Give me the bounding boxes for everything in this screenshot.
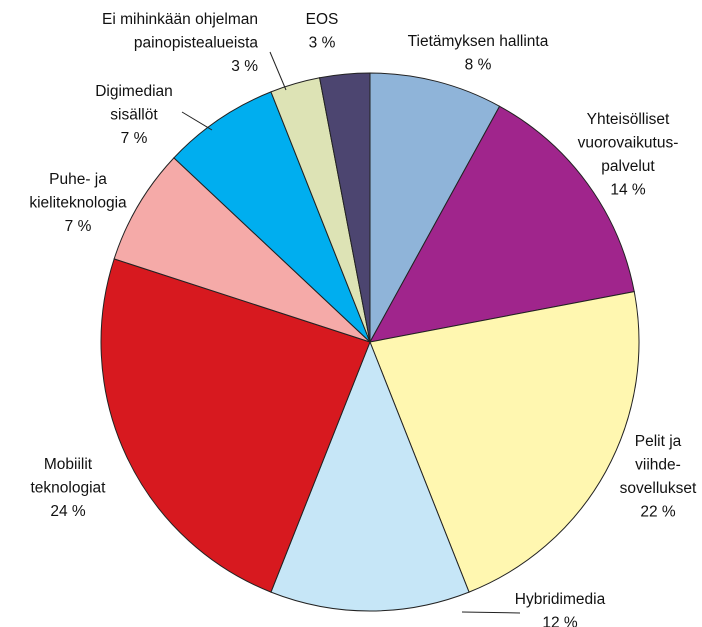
label-line: Puhe- ja bbox=[49, 171, 107, 188]
label-line: Pelit ja bbox=[635, 433, 682, 450]
leader-line bbox=[269, 51, 287, 91]
slice-label: Pelit ja viihde-sovellukset 22 % bbox=[620, 433, 697, 521]
value-label: 7 % bbox=[65, 218, 92, 235]
pie-slice bbox=[173, 91, 371, 343]
label-line: viihde- bbox=[635, 457, 681, 474]
slice-label: Puhe- ja kieliteknologia 7 % bbox=[29, 171, 127, 235]
pie-slice bbox=[369, 291, 640, 593]
value-label: 22 % bbox=[640, 504, 676, 521]
slice-label: Hybridimedia 12 % bbox=[515, 591, 606, 627]
label-line: vuorovaikutus- bbox=[578, 135, 679, 152]
label-line: Mobiilit bbox=[44, 456, 93, 473]
pie-slice bbox=[100, 258, 371, 593]
value-label: 3 % bbox=[231, 58, 258, 75]
leader-line bbox=[461, 611, 521, 614]
leader-line bbox=[181, 111, 213, 131]
label-line: palvelut bbox=[601, 158, 655, 175]
slice-label: Digimedian sisällöt 7 % bbox=[95, 83, 173, 147]
label-line: Ei mihinkään ohjelman bbox=[102, 11, 258, 28]
value-label: 24 % bbox=[50, 503, 86, 520]
label-line: Digimedian bbox=[95, 83, 173, 100]
label-line: sisällöt bbox=[110, 107, 158, 124]
value-label: 7 % bbox=[121, 130, 148, 147]
label-line: EOS bbox=[306, 11, 339, 28]
slice-label: Ei mihinkään ohjelman painopistealueista 3… bbox=[102, 11, 258, 75]
value-label: 12 % bbox=[542, 615, 578, 627]
pie-slice bbox=[369, 72, 501, 343]
pie-slice bbox=[113, 157, 371, 343]
pie-slice bbox=[319, 72, 371, 343]
label-line: teknologiat bbox=[31, 480, 107, 497]
label-line: sovellukset bbox=[620, 480, 697, 497]
pie-slice bbox=[270, 340, 470, 612]
label-line: kieliteknologia bbox=[29, 195, 127, 212]
value-label: 14 % bbox=[610, 182, 646, 199]
slice-label: Mobiilit teknologiat 24 % bbox=[31, 456, 107, 520]
slice-label: Tietämyksen hallinta 8 % bbox=[408, 33, 549, 74]
pie-slice bbox=[369, 105, 635, 343]
label-line: Hybridimedia bbox=[515, 591, 606, 608]
value-label: 8 % bbox=[465, 57, 492, 74]
slice-label: EOS 3 % bbox=[306, 11, 339, 52]
slice-label: Yhteisölliset vuorovaikutus-palvelut 14 % bbox=[578, 111, 679, 199]
value-label: 3 % bbox=[309, 35, 336, 52]
label-line: painopistealueista bbox=[134, 35, 258, 52]
label-line: Tietämyksen hallinta bbox=[408, 33, 549, 50]
label-line: Yhteisölliset bbox=[587, 111, 670, 128]
